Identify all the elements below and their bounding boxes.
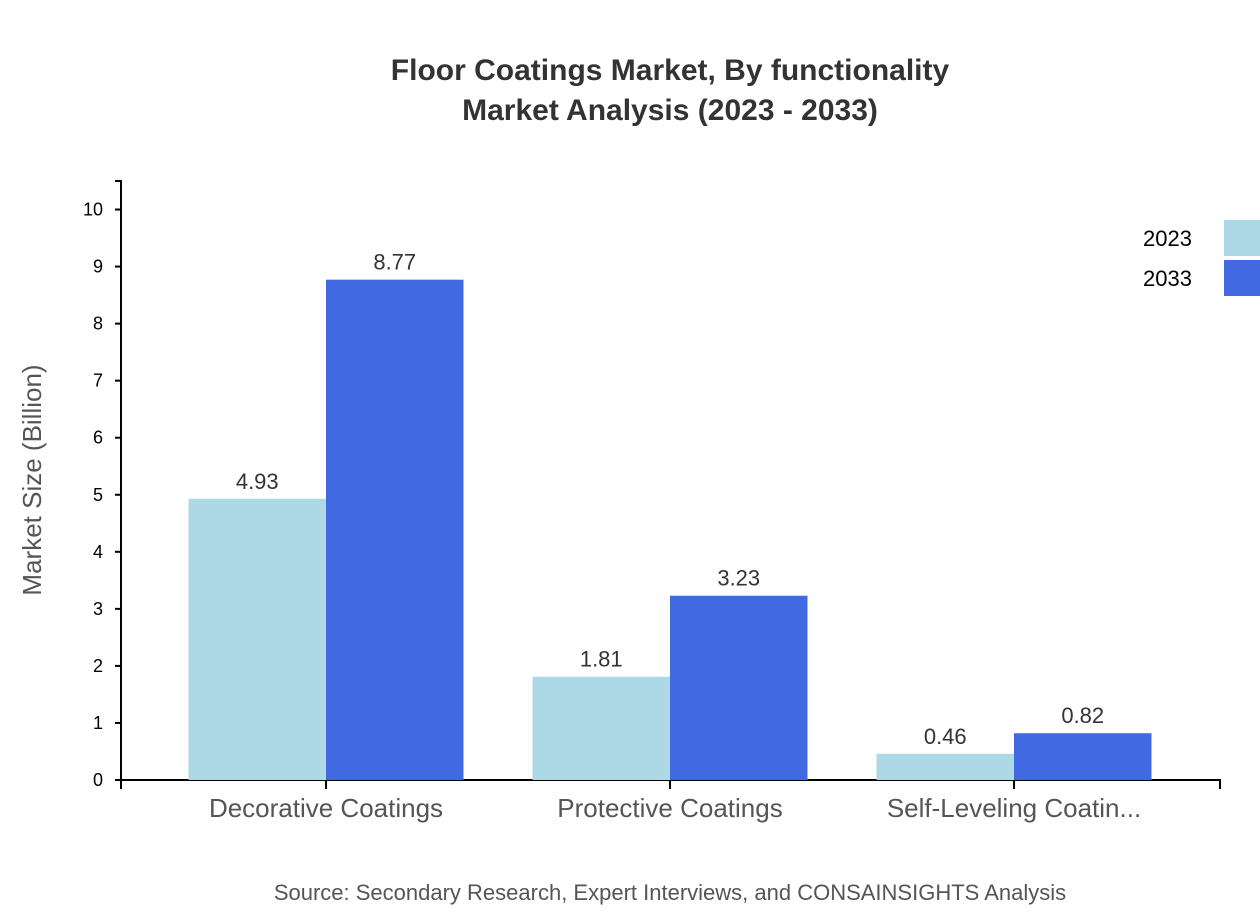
data-label: 0.46 bbox=[924, 724, 967, 749]
source-note: Source: Secondary Research, Expert Inter… bbox=[274, 880, 1066, 905]
legend-swatch-2023 bbox=[1224, 220, 1260, 256]
chart-subtitle: Market Analysis (2023 - 2033) bbox=[462, 94, 878, 127]
y-tick-label: 2 bbox=[93, 656, 103, 676]
x-tick-label: Protective Coatings bbox=[557, 793, 782, 823]
legend-label: 2023 bbox=[1143, 226, 1192, 251]
data-label: 1.81 bbox=[580, 647, 623, 672]
y-tick-label: 1 bbox=[93, 713, 103, 733]
y-tick-label: 10 bbox=[83, 200, 103, 220]
data-label: 3.23 bbox=[717, 566, 760, 591]
y-tick-label: 7 bbox=[93, 371, 103, 391]
data-label: 8.77 bbox=[373, 250, 416, 275]
x-tick-label: Decorative Coatings bbox=[209, 793, 443, 823]
bar-2023 bbox=[876, 753, 1014, 780]
y-tick-label: 9 bbox=[93, 257, 103, 277]
legend-swatch-2033 bbox=[1224, 260, 1260, 296]
bar-2033 bbox=[1014, 733, 1152, 780]
bar-2023 bbox=[532, 676, 670, 780]
chart-title: Floor Coatings Market, By functionality bbox=[391, 54, 950, 87]
y-tick-label: 6 bbox=[93, 428, 103, 448]
plot-area: 0 1 2 3 4 5 6 7 8 9 10 Decorative Coatings 4.93 8.77 P… bbox=[83, 180, 1260, 823]
bar-2033 bbox=[326, 279, 464, 780]
data-label: 4.93 bbox=[236, 469, 279, 494]
y-tick-label: 5 bbox=[93, 485, 103, 505]
y-tick-label: 0 bbox=[93, 770, 103, 790]
y-tick-label: 4 bbox=[93, 542, 103, 562]
y-axis-line bbox=[115, 180, 122, 781]
y-tick-label: 8 bbox=[93, 314, 103, 334]
y-axis-label: Market Size (Billion) bbox=[17, 364, 47, 595]
y-tick-label: 3 bbox=[93, 599, 103, 619]
bar-2033 bbox=[670, 595, 808, 780]
bar-2023 bbox=[188, 498, 326, 780]
x-tick-label: Self-Leveling Coatin... bbox=[887, 793, 1141, 823]
data-label: 0.82 bbox=[1061, 703, 1104, 728]
legend-label: 2033 bbox=[1143, 266, 1192, 291]
